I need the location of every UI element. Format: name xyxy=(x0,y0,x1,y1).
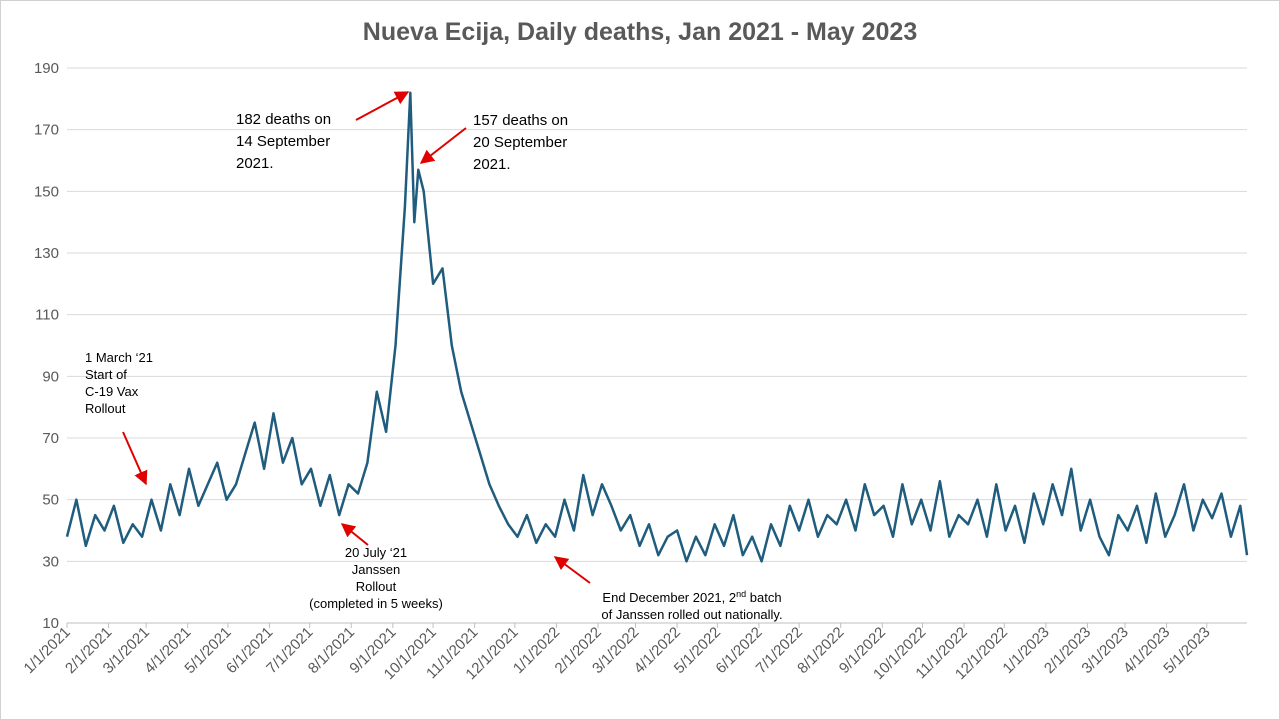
annotation: 20 July ‘21 xyxy=(345,545,407,560)
annotation: 14 September xyxy=(236,133,330,150)
y-tick-label: 90 xyxy=(42,368,59,385)
plot xyxy=(65,91,1249,563)
y-tick-label: 30 xyxy=(42,553,59,570)
arrow xyxy=(340,523,369,546)
arrow xyxy=(355,91,410,121)
annotation: 157 deaths on xyxy=(473,112,568,129)
annotation: 182 deaths on xyxy=(236,111,331,128)
arrow xyxy=(122,431,148,486)
annotation: 20 September xyxy=(473,134,567,151)
arrow xyxy=(419,127,467,164)
annotation: End December 2021, 2nd batch xyxy=(602,589,781,605)
y-tick-label: 130 xyxy=(34,245,59,262)
y-tick-label: 70 xyxy=(42,430,59,447)
y-tick-label: 190 xyxy=(34,60,59,77)
annotation-sup: nd xyxy=(736,589,746,599)
annotation: Start of xyxy=(85,367,127,382)
arrow xyxy=(553,556,591,584)
y-tick-label: 170 xyxy=(34,122,59,139)
annotation: Rollout xyxy=(85,401,126,416)
annotation: of Janssen rolled out nationally. xyxy=(601,607,782,622)
annotation-part: batch xyxy=(746,590,781,605)
y-tick-label: 150 xyxy=(34,183,59,200)
annotation: (completed in 5 weeks) xyxy=(309,596,443,611)
annotation: 2021. xyxy=(473,156,511,173)
annotation-part: End December 2021, 2 xyxy=(602,590,736,605)
data-line xyxy=(65,91,1249,563)
annotation: 1 March ‘21 xyxy=(85,350,153,365)
chart-title: Nueva Ecija, Daily deaths, Jan 2021 - Ma… xyxy=(363,18,917,46)
annotation: Rollout xyxy=(356,579,397,594)
annotations: 182 deaths on 14 September 2021. 157 deaths… xyxy=(85,111,783,622)
y-tick-label: 10 xyxy=(42,615,59,632)
arrows xyxy=(122,91,591,584)
y-tick-label: 110 xyxy=(35,307,59,324)
annotation: 2021. xyxy=(236,155,274,172)
annotation: C-19 Vax xyxy=(85,384,139,399)
annotation: Janssen xyxy=(352,562,400,577)
y-tick-label: 50 xyxy=(42,492,59,509)
